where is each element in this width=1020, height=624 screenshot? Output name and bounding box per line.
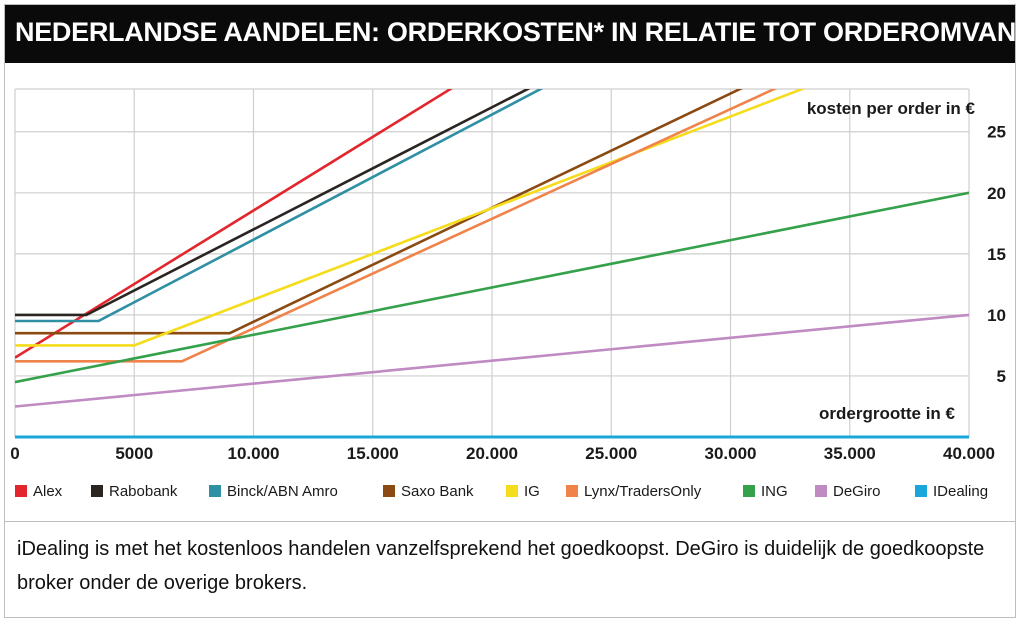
legend-label: ING <box>761 483 788 500</box>
x-tick-label-5: 25.000 <box>585 444 637 463</box>
legend-label: IG <box>524 483 540 500</box>
legend-swatch <box>15 485 27 497</box>
chart-title: NEDERLANDSE AANDELEN: ORDERKOSTEN* IN RE… <box>15 17 1020 47</box>
legend-item-degiro: DeGiro <box>815 483 881 500</box>
legend-item-alex: Alex <box>15 483 63 500</box>
legend-item-ig: IG <box>506 483 540 500</box>
y-tick-label-3: 20 <box>987 184 1006 203</box>
series-lines <box>15 89 969 439</box>
legend-label: Rabobank <box>109 483 178 500</box>
legend-item-saxo-bank: Saxo Bank <box>383 483 474 500</box>
grid <box>14 88 970 437</box>
series-line-ig <box>15 89 806 347</box>
series-line-ing <box>15 191 969 384</box>
legend-item-idealing: IDealing <box>915 483 988 500</box>
x-tick-label-0: 0 <box>10 444 19 463</box>
legend-label: Saxo Bank <box>401 483 474 500</box>
series-line-saxo-bank <box>15 89 743 335</box>
ticks: 0 5000 10.000 15.000 20.000 25.000 30.000 35.00… <box>10 123 1006 463</box>
axis-labels: kosten per order in € ordergrootte in € <box>807 99 976 423</box>
series-line-degiro <box>15 313 969 408</box>
y-tick-label-1: 10 <box>987 306 1006 325</box>
chart-header: NEDERLANDSE AANDELEN: ORDERKOSTEN* IN RE… <box>5 5 1020 63</box>
legend-item-rabobank: Rabobank <box>91 483 178 500</box>
legend-label: IDealing <box>933 483 988 500</box>
y-tick-label-4: 25 <box>987 123 1006 142</box>
series-line-rabobank <box>15 89 531 317</box>
y-tick-label-0: 5 <box>997 367 1006 386</box>
caption: iDealing is met het kostenloos handelen … <box>5 521 1015 600</box>
legend-item-binck-abn-amro: Binck/ABN Amro <box>209 483 338 500</box>
x-tick-label-1: 5000 <box>115 444 153 463</box>
x-axis-label: ordergrootte in € <box>819 404 956 423</box>
x-tick-label-4: 20.000 <box>466 444 518 463</box>
series-line-alex <box>15 89 453 359</box>
x-tick-label-8: 40.000 <box>943 444 995 463</box>
legend-swatch <box>815 485 827 497</box>
legend-swatch <box>743 485 755 497</box>
x-tick-label-3: 15.000 <box>347 444 399 463</box>
chart-frame: NEDERLANDSE AANDELEN: ORDERKOSTEN* IN RE… <box>4 4 1020 618</box>
legend-label: Alex <box>33 483 63 500</box>
legend-label: DeGiro <box>833 483 881 500</box>
x-tick-label-7: 35.000 <box>824 444 876 463</box>
legend-swatch <box>91 485 103 497</box>
legend-swatch <box>383 485 395 497</box>
legend-label: Lynx/TradersOnly <box>584 483 702 500</box>
legend-item-ing: ING <box>743 483 788 500</box>
series-line-lynx-tradersonly <box>15 89 778 363</box>
y-tick-label-2: 15 <box>987 245 1006 264</box>
x-tick-label-6: 30.000 <box>705 444 757 463</box>
legend-swatch <box>915 485 927 497</box>
y-axis-label: kosten per order in € <box>807 99 976 118</box>
chart-svg: kosten per order in € ordergrootte in € … <box>10 88 1006 500</box>
legend: Alex Rabobank Binck/ABN Amro Saxo Bank IG Lyn… <box>15 483 988 500</box>
legend-swatch <box>506 485 518 497</box>
legend-label: Binck/ABN Amro <box>227 483 338 500</box>
x-tick-label-2: 10.000 <box>228 444 280 463</box>
series-line-binck-abn-amro <box>15 89 544 323</box>
legend-swatch <box>566 485 578 497</box>
legend-swatch <box>209 485 221 497</box>
legend-item-lynx-tradersonly: Lynx/TradersOnly <box>566 483 702 500</box>
